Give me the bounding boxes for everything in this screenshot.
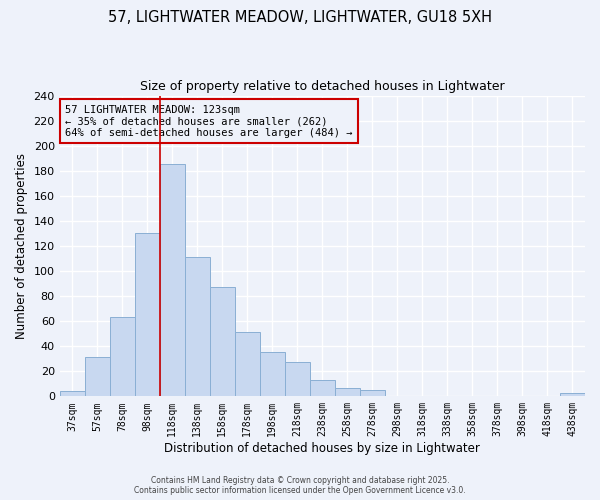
Text: 57 LIGHTWATER MEADOW: 123sqm
← 35% of detached houses are smaller (262)
64% of s: 57 LIGHTWATER MEADOW: 123sqm ← 35% of de… (65, 104, 352, 138)
Bar (310, 380, 335, 396)
Bar (360, 390, 385, 396)
Bar (260, 352, 285, 397)
Bar (335, 388, 360, 396)
Text: Contains HM Land Registry data © Crown copyright and database right 2025.
Contai: Contains HM Land Registry data © Crown c… (134, 476, 466, 495)
Bar (85, 358, 110, 397)
Bar (285, 362, 310, 396)
Bar (235, 332, 260, 396)
Bar (185, 257, 210, 396)
Bar (560, 392, 585, 396)
Title: Size of property relative to detached houses in Lightwater: Size of property relative to detached ho… (140, 80, 505, 93)
Bar (59, 392, 85, 396)
X-axis label: Distribution of detached houses by size in Lightwater: Distribution of detached houses by size … (164, 442, 480, 455)
Text: 57, LIGHTWATER MEADOW, LIGHTWATER, GU18 5XH: 57, LIGHTWATER MEADOW, LIGHTWATER, GU18 … (108, 10, 492, 25)
Y-axis label: Number of detached properties: Number of detached properties (15, 153, 28, 339)
Bar (135, 234, 160, 396)
Bar (160, 164, 185, 396)
Bar (210, 288, 235, 397)
Bar (110, 318, 135, 396)
